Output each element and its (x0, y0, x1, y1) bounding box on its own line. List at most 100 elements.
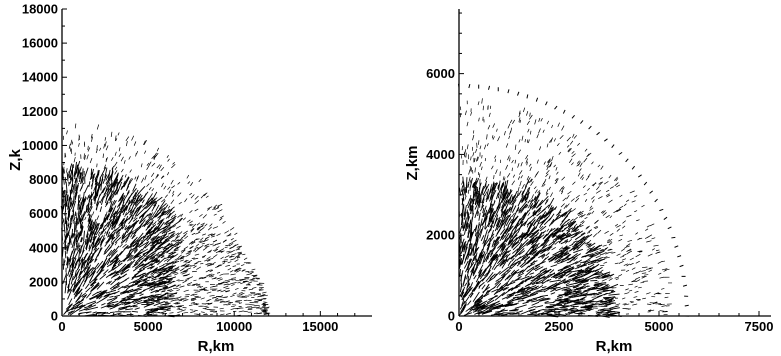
vector-arrow (160, 304, 165, 306)
vector-arrow (132, 194, 136, 198)
vector-arrow (241, 292, 245, 295)
vector-arrow (485, 289, 489, 294)
vector-arrow (229, 227, 235, 231)
vector-arrow (127, 207, 131, 212)
vector-arrow (86, 195, 90, 200)
vector-arrow (196, 266, 202, 270)
vector-arrow (536, 219, 540, 223)
vector-arrow (212, 240, 217, 243)
vector-arrow (532, 210, 536, 215)
vector-arrow (223, 283, 229, 286)
vector-arrow (594, 227, 599, 230)
vector-arrow (131, 135, 135, 141)
vector-arrow (541, 239, 550, 249)
vector-arrow (104, 213, 110, 223)
vector-arrow (535, 97, 539, 102)
vector-arrow (121, 297, 127, 300)
vector-arrow (104, 137, 107, 141)
vector-arrow (123, 285, 132, 289)
vector-arrow (148, 201, 152, 205)
vector-arrow (631, 200, 636, 203)
vector-arrow (95, 225, 98, 231)
vector-arrow (117, 307, 128, 311)
vector-arrow (167, 186, 171, 190)
vector-arrow (182, 270, 187, 273)
vector-arrow (139, 210, 147, 218)
vector-arrow (166, 209, 173, 216)
vector-arrow (136, 151, 138, 155)
vector-arrow (153, 295, 159, 298)
vector-arrow (525, 181, 530, 186)
vector-arrow (543, 210, 553, 219)
vector-arrow (548, 186, 551, 191)
vector-arrow (619, 194, 623, 198)
vector-arrow (484, 191, 488, 196)
vector-arrow (553, 298, 562, 303)
vector-arrow (190, 311, 196, 313)
vector-arrow (94, 237, 100, 248)
vector-arrow (222, 220, 226, 224)
vector-arrow (627, 308, 632, 310)
vector-arrow (116, 178, 119, 184)
vector-arrow (466, 286, 473, 294)
vector-arrow (614, 223, 619, 227)
vector-arrow (492, 192, 495, 197)
vector-arrow (460, 308, 465, 314)
vector-arrow (91, 176, 94, 182)
vector-arrow (577, 268, 583, 273)
vector-arrow (535, 281, 544, 285)
vector-arrow (510, 261, 519, 270)
vector-arrow (554, 105, 558, 110)
vector-arrow (160, 290, 166, 293)
vector-arrow (156, 174, 159, 178)
vector-arrow (481, 271, 490, 282)
vector-arrow (150, 238, 155, 242)
vector-arrow (535, 290, 545, 293)
vector-arrow (517, 269, 524, 274)
vector-arrow (186, 267, 192, 270)
vector-arrow (522, 289, 529, 294)
vector-arrow (526, 111, 529, 116)
vector-arrow (590, 253, 595, 258)
vector-arrow (111, 180, 113, 185)
vector-arrow (508, 290, 521, 297)
vector-arrow (129, 207, 136, 216)
vector-arrow (576, 301, 584, 303)
vector-arrow (560, 249, 565, 253)
vector-arrow (202, 256, 206, 259)
vector-arrow (543, 287, 551, 293)
vector-arrow (97, 237, 102, 245)
vector-arrow (524, 267, 535, 277)
vector-arrow (130, 232, 134, 238)
vector-arrow (68, 249, 75, 261)
vector-arrow (606, 299, 611, 302)
vector-arrow (587, 267, 592, 270)
vector-arrow (171, 216, 176, 222)
vector-arrow (604, 256, 610, 259)
vector-arrow (92, 291, 99, 297)
vector-arrow (153, 278, 158, 281)
vector-arrow (554, 240, 560, 245)
vector-arrow (206, 291, 212, 294)
vector-arrow (604, 247, 609, 250)
vector-arrow (167, 172, 170, 176)
vector-arrow (176, 279, 180, 281)
vector-arrow (68, 298, 73, 306)
vector-arrow (507, 218, 513, 227)
vector-arrow (262, 312, 267, 314)
vector-arrow (623, 203, 627, 207)
vector-arrow (583, 282, 589, 286)
vector-arrow (594, 266, 603, 273)
vector-arrow (197, 227, 201, 231)
vector-arrow (584, 302, 589, 305)
vector-arrow (90, 199, 92, 205)
vector-arrow (567, 190, 572, 195)
vector-arrow (567, 262, 575, 267)
vector-arrow (532, 271, 541, 279)
vector-arrow (169, 234, 173, 237)
vector-arrow (512, 174, 516, 178)
vector-arrow (217, 209, 223, 213)
vector-arrow (546, 120, 550, 125)
vector-arrow (151, 162, 156, 167)
vector-arrow (478, 140, 480, 145)
